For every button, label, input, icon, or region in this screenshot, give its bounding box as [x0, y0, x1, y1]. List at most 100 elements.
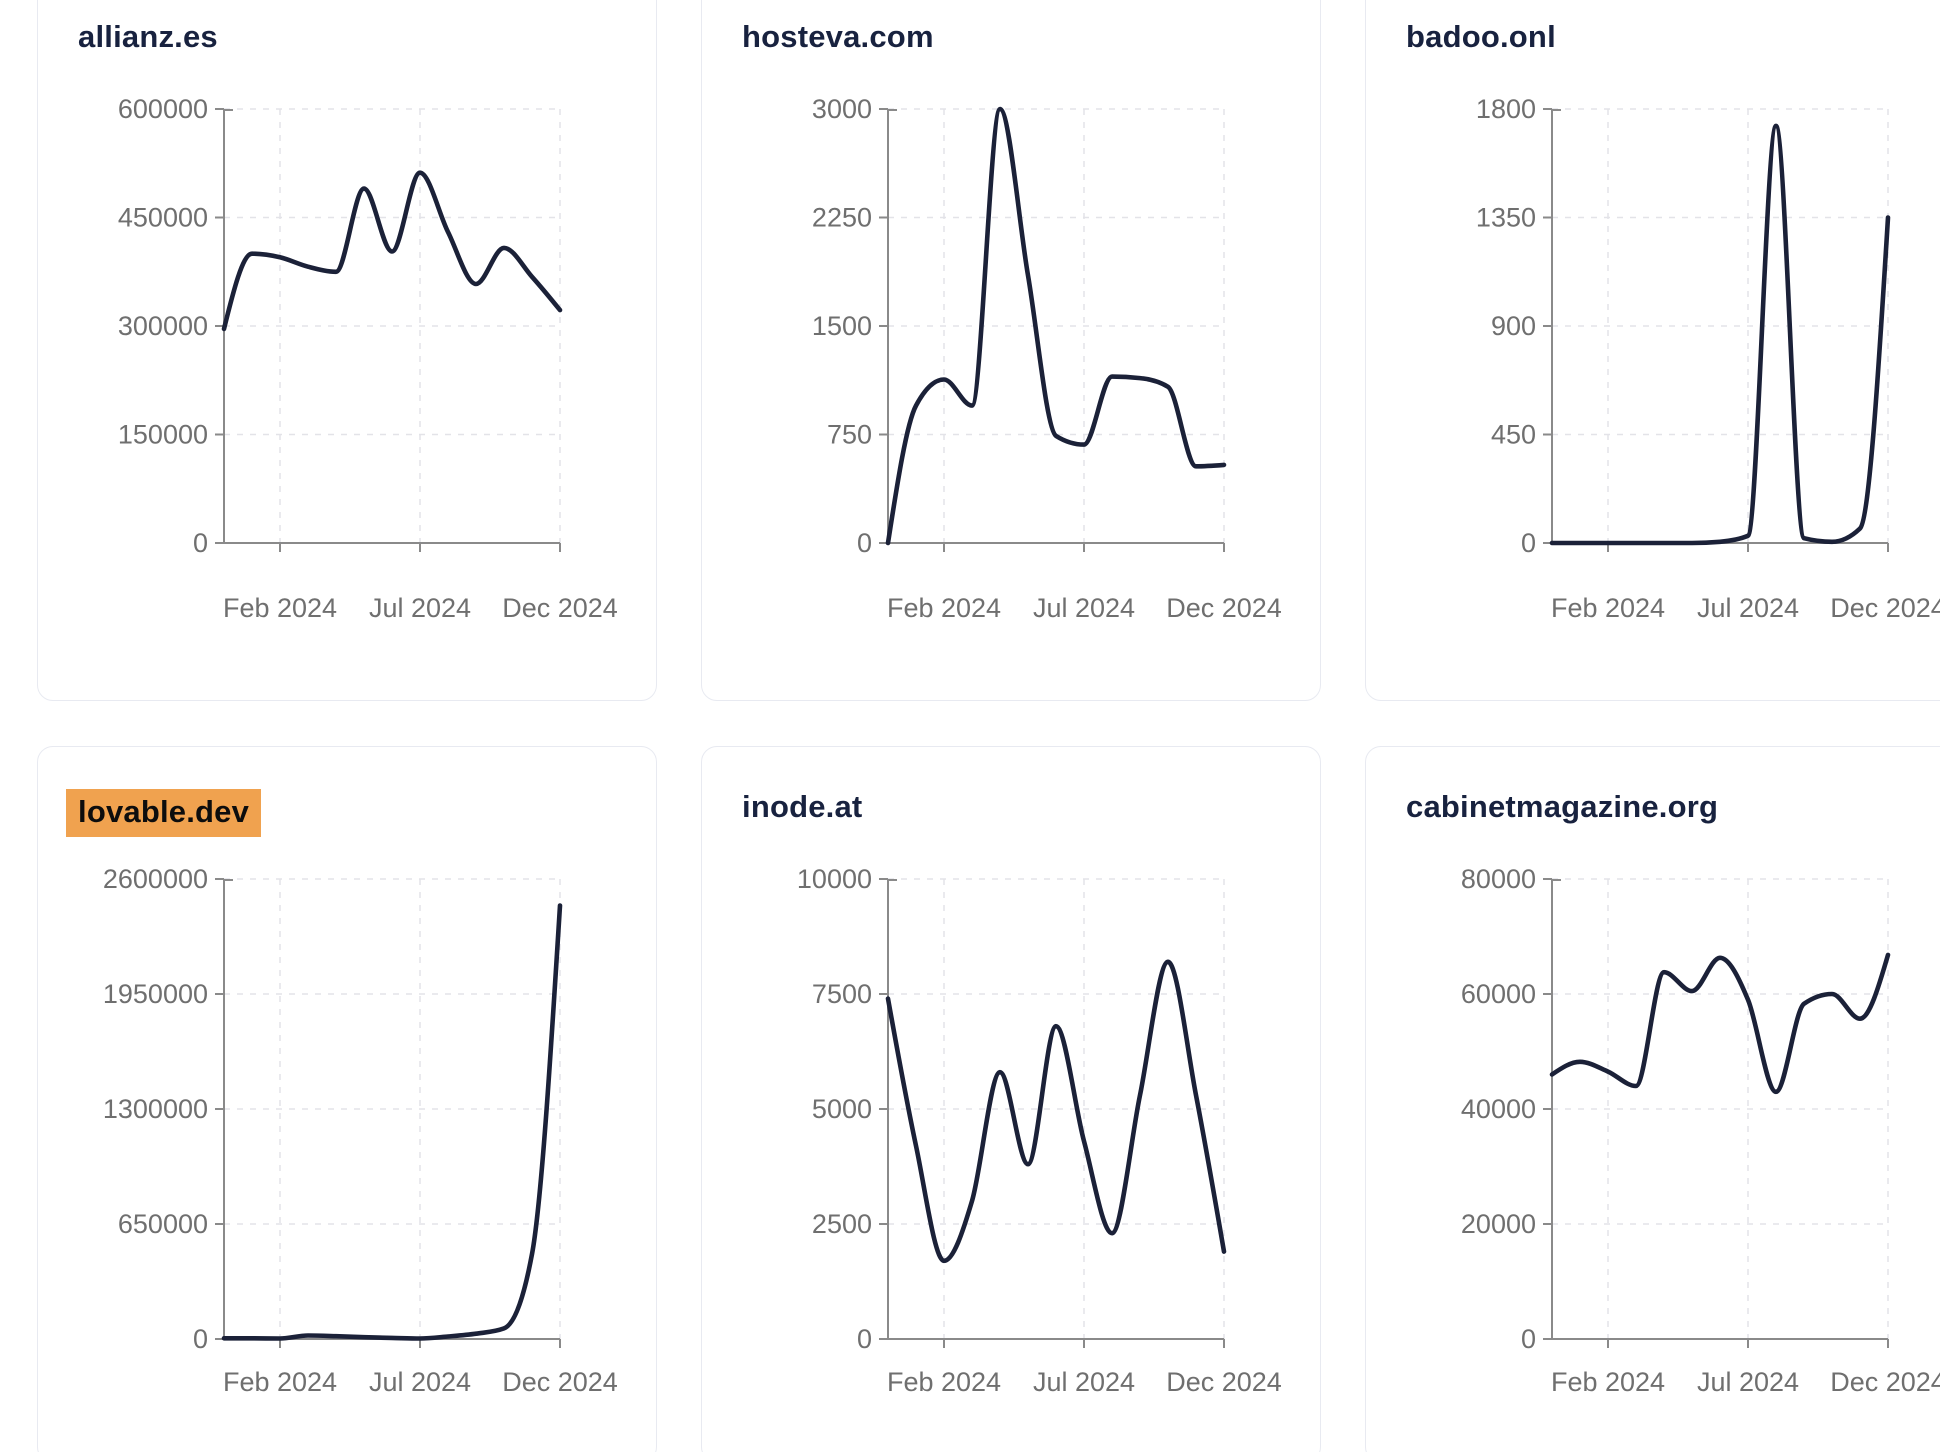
chart-title-label[interactable]: hosteva.com	[742, 19, 934, 54]
gridlines	[224, 108, 561, 543]
chart-title-label[interactable]: inode.at	[742, 789, 863, 824]
gridlines	[1552, 878, 1889, 1339]
svg-text:Feb 2024: Feb 2024	[223, 1367, 337, 1397]
svg-text:3000: 3000	[812, 94, 872, 124]
gridlines	[1552, 108, 1889, 543]
svg-text:Jul 2024: Jul 2024	[1033, 1367, 1135, 1397]
chart-title[interactable]: inode.at	[742, 789, 862, 825]
x-axis-labels: Feb 2024 Jul 2024 Dec 2024	[887, 593, 1282, 623]
svg-text:40000: 40000	[1461, 1094, 1536, 1124]
y-axis-labels: 0 750 1500 2250 3000	[812, 94, 872, 558]
svg-text:60000: 60000	[1461, 979, 1536, 1009]
chart-card: inode.at 0 2500 5000 7500 10000 Feb 2024 Jul 2…	[701, 746, 1321, 1452]
axes	[215, 108, 561, 552]
svg-text:0: 0	[857, 528, 872, 558]
svg-text:0: 0	[857, 1324, 872, 1354]
x-axis-labels: Feb 2024 Jul 2024 Dec 2024	[887, 1367, 1282, 1397]
chart-title[interactable]: lovable.dev	[66, 789, 262, 837]
svg-text:Jul 2024: Jul 2024	[369, 593, 471, 623]
svg-text:7500: 7500	[812, 979, 872, 1009]
svg-text:80000: 80000	[1461, 864, 1536, 894]
svg-text:Jul 2024: Jul 2024	[1033, 593, 1135, 623]
svg-text:Feb 2024: Feb 2024	[887, 1367, 1001, 1397]
y-axis-labels: 0 450 900 1350 1800	[1476, 94, 1536, 558]
svg-text:Feb 2024: Feb 2024	[1551, 593, 1665, 623]
svg-text:600000: 600000	[118, 94, 208, 124]
svg-text:1350: 1350	[1476, 203, 1536, 233]
svg-text:Dec 2024: Dec 2024	[1830, 593, 1940, 623]
axes	[215, 878, 561, 1348]
y-axis-labels: 0 150000 300000 450000 600000	[118, 94, 208, 558]
trend-line	[1549, 952, 1891, 1095]
chart-title[interactable]: allianz.es	[78, 19, 218, 55]
axes	[1543, 878, 1889, 1348]
svg-text:1300000: 1300000	[103, 1094, 208, 1124]
chart-title-label[interactable]: cabinetmagazine.org	[1406, 789, 1719, 824]
chart-title[interactable]: cabinetmagazine.org	[1406, 789, 1718, 825]
svg-text:Dec 2024: Dec 2024	[502, 1367, 618, 1397]
svg-text:2500: 2500	[812, 1209, 872, 1239]
x-axis-labels: Feb 2024 Jul 2024 Dec 2024	[1551, 1367, 1940, 1397]
svg-text:0: 0	[1521, 528, 1536, 558]
svg-text:Jul 2024: Jul 2024	[369, 1367, 471, 1397]
chart-title-label[interactable]: lovable.dev	[66, 789, 262, 837]
chart-card: hosteva.com 0 750 1500 2250 3000 Feb 2024 Jul …	[701, 0, 1321, 701]
y-axis-labels: 0 650000 1300000 1950000 2600000	[103, 864, 208, 1354]
chart-title-label[interactable]: badoo.onl	[1406, 19, 1556, 54]
svg-text:650000: 650000	[118, 1209, 208, 1239]
chart-title[interactable]: hosteva.com	[742, 19, 934, 55]
gridlines	[224, 878, 561, 1339]
chart-title-label[interactable]: allianz.es	[78, 19, 218, 54]
axes	[879, 878, 1225, 1348]
x-axis-labels: Feb 2024 Jul 2024 Dec 2024	[1551, 593, 1940, 623]
chart-card: allianz.es 0 150000 300000 450000 600000 Feb …	[37, 0, 657, 701]
svg-text:300000: 300000	[118, 311, 208, 341]
line-chart: 0 150000 300000 450000 600000 Feb 2024 Jul 202…	[118, 94, 618, 623]
trend-line	[221, 170, 563, 332]
chart-card: lovable.dev 0 650000 1300000 1950000 2600000…	[37, 746, 657, 1452]
svg-text:2600000: 2600000	[103, 864, 208, 894]
trend-line	[1549, 123, 1891, 546]
svg-text:5000: 5000	[812, 1094, 872, 1124]
gridlines	[888, 108, 1225, 543]
line-chart: 0 650000 1300000 1950000 2600000 Feb 2024 Jul …	[103, 864, 618, 1397]
line-chart: 0 20000 40000 60000 80000 Feb 2024 Jul 2024 Dec…	[1461, 864, 1940, 1397]
svg-text:2250: 2250	[812, 203, 872, 233]
y-axis-labels: 0 2500 5000 7500 10000	[797, 864, 872, 1354]
line-chart: 0 2500 5000 7500 10000 Feb 2024 Jul 2024 Dec 20…	[797, 864, 1282, 1397]
svg-text:Jul 2024: Jul 2024	[1697, 1367, 1799, 1397]
gridlines	[888, 878, 1225, 1339]
chart-card: cabinetmagazine.org 0 20000 40000 60000 8000…	[1365, 746, 1940, 1452]
svg-text:0: 0	[1521, 1324, 1536, 1354]
axes	[879, 108, 1225, 552]
line-chart: 0 750 1500 2250 3000 Feb 2024 Jul 2024 Dec 2024	[812, 94, 1282, 623]
svg-text:1950000: 1950000	[103, 979, 208, 1009]
svg-text:Dec 2024: Dec 2024	[1830, 1367, 1940, 1397]
chart-title[interactable]: badoo.onl	[1406, 19, 1556, 55]
svg-text:0: 0	[193, 528, 208, 558]
svg-text:Feb 2024: Feb 2024	[1551, 1367, 1665, 1397]
chart-card: badoo.onl 0 450 900 1350 1800 Feb 2024 Jul 202…	[1365, 0, 1940, 701]
trend-line	[885, 106, 1227, 546]
svg-text:1800: 1800	[1476, 94, 1536, 124]
svg-text:450000: 450000	[118, 203, 208, 233]
svg-text:Jul 2024: Jul 2024	[1697, 593, 1799, 623]
svg-text:10000: 10000	[797, 864, 872, 894]
trend-line	[885, 959, 1227, 1264]
x-axis-labels: Feb 2024 Jul 2024 Dec 2024	[223, 1367, 618, 1397]
svg-text:0: 0	[193, 1324, 208, 1354]
svg-text:Dec 2024: Dec 2024	[502, 593, 618, 623]
svg-text:Dec 2024: Dec 2024	[1166, 593, 1282, 623]
svg-text:Dec 2024: Dec 2024	[1166, 1367, 1282, 1397]
y-axis-labels: 0 20000 40000 60000 80000	[1461, 864, 1536, 1354]
svg-text:750: 750	[827, 420, 872, 450]
svg-text:1500: 1500	[812, 311, 872, 341]
svg-text:20000: 20000	[1461, 1209, 1536, 1239]
x-axis-labels: Feb 2024 Jul 2024 Dec 2024	[223, 593, 618, 623]
svg-text:Feb 2024: Feb 2024	[887, 593, 1001, 623]
line-chart: 0 450 900 1350 1800 Feb 2024 Jul 2024 Dec 2024	[1476, 94, 1940, 623]
svg-text:900: 900	[1491, 311, 1536, 341]
svg-text:Feb 2024: Feb 2024	[223, 593, 337, 623]
svg-text:150000: 150000	[118, 420, 208, 450]
trend-line	[221, 903, 563, 1341]
